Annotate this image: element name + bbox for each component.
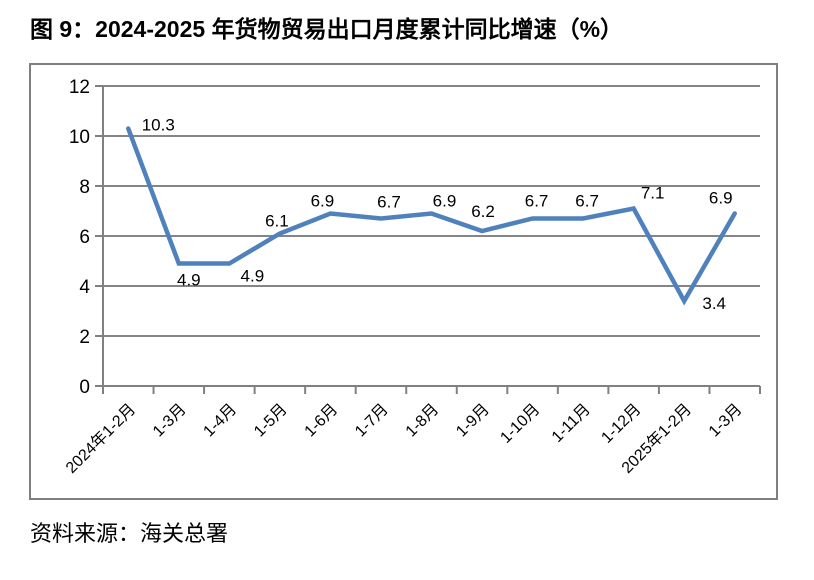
- series-line: [126, 126, 737, 306]
- data-point-label: 4.9: [177, 271, 201, 290]
- y-axis-label: 10: [69, 127, 90, 148]
- x-axis-label: 1-5月: [251, 401, 291, 441]
- x-axis-label: 1-3月: [706, 401, 746, 441]
- data-point-label: 6.1: [265, 212, 289, 231]
- y-axis-label: 12: [69, 77, 90, 98]
- data-point-label: 3.4: [702, 294, 726, 313]
- data-point-label: 6.7: [525, 192, 549, 211]
- data-point-label: 6.7: [377, 193, 401, 212]
- x-axis-label: 1-10月: [497, 401, 543, 447]
- x-axis-label: 1-3月: [150, 401, 190, 441]
- data-point-label: 6.9: [311, 192, 335, 211]
- source-note: 资料来源：海关总署: [30, 521, 229, 546]
- data-point-label: 6.9: [709, 189, 733, 208]
- y-axis-label: 2: [79, 327, 90, 348]
- data-point-label: 6.7: [575, 192, 599, 211]
- x-axis-label: 1-7月: [352, 401, 392, 441]
- x-axis-label: 1-8月: [403, 401, 443, 441]
- x-axis-label: 1-4月: [200, 401, 240, 441]
- y-axis-label: 8: [79, 177, 90, 198]
- data-point-label: 10.3: [142, 116, 175, 135]
- y-axis-label: 6: [79, 227, 90, 248]
- x-axis-label: 1-12月: [598, 401, 644, 447]
- data-point-label: 7.1: [641, 184, 665, 203]
- x-axis-label: 1-11月: [549, 401, 594, 446]
- chart-frame: 0 2 4 6 8 10 12 2024年1-2月 1-3月 1-4月 1-5月 1-6月 1-7月 1-…: [29, 63, 778, 500]
- y-axis-label: 4: [79, 277, 90, 298]
- y-axis-label: 0: [79, 377, 90, 398]
- data-point-label: 6.9: [433, 192, 457, 211]
- x-axis-label: 1-6月: [302, 401, 342, 441]
- x-axis-label: 2024年1-2月: [62, 400, 139, 477]
- data-point-label: 6.2: [471, 202, 495, 221]
- figure-title: 图 9：2024-2025 年货物贸易出口月度累计同比增速（%）: [30, 16, 624, 42]
- data-point-label: 4.9: [241, 267, 265, 286]
- x-axis-label: 1-9月: [453, 401, 493, 441]
